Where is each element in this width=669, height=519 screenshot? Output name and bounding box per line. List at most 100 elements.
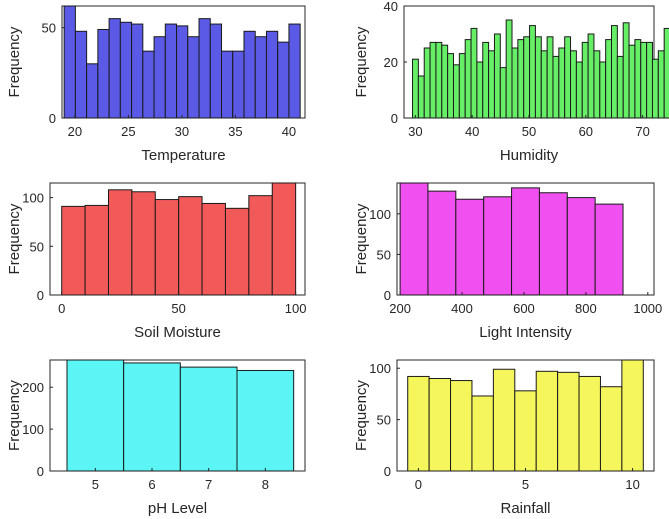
y-tick-label: 20 — [384, 55, 398, 70]
y-axis-label: Frequency — [6, 380, 23, 451]
histogram-panel-1: 30 40 50 60 70 0 20 40 Humidity Frequency — [353, 0, 669, 164]
x-tick-label: 5 — [92, 477, 99, 492]
histogram-bar — [493, 33, 501, 119]
x-axis-label: Temperature — [141, 147, 225, 164]
histogram-bar — [464, 39, 472, 119]
y-tick-label: 0 — [37, 288, 44, 303]
histogram-bar — [593, 50, 601, 119]
histogram-bar — [611, 25, 618, 119]
histogram-bar — [450, 380, 473, 472]
histogram-bar — [640, 41, 648, 119]
x-tick-label: 5 — [522, 477, 529, 492]
histogram-bar — [97, 28, 110, 119]
x-tick-label: 50 — [171, 301, 185, 316]
y-tick-label: 0 — [384, 288, 391, 303]
histogram-bar — [198, 18, 211, 119]
histogram-bar — [248, 195, 273, 296]
histogram-bar — [288, 23, 301, 119]
histogram-bar — [243, 30, 256, 119]
x-tick-label: 400 — [451, 301, 473, 316]
y-axis-label: Frequency — [6, 26, 23, 97]
histogram-bar — [616, 55, 624, 119]
histogram-bar — [435, 41, 443, 119]
histogram-bar — [535, 370, 559, 472]
x-tick-label: 50 — [522, 124, 536, 139]
histogram-bar — [511, 47, 519, 119]
y-tick-label: 50 — [377, 247, 391, 262]
x-tick-label: 20 — [68, 124, 82, 139]
histogram-bar — [570, 50, 577, 119]
histogram-bar — [546, 36, 554, 119]
histogram-bar — [651, 58, 659, 119]
histogram-bar — [187, 36, 200, 119]
y-axis-label: Frequency — [6, 203, 23, 274]
histogram-bar — [63, 5, 76, 119]
x-tick-label: 40 — [465, 124, 479, 139]
y-tick-label: 0 — [391, 111, 398, 126]
histogram-bar — [488, 50, 495, 119]
histogram-bar — [657, 50, 665, 119]
histogram-bar — [538, 192, 568, 296]
histogram-bar — [605, 39, 612, 119]
histogram-bar — [164, 23, 178, 119]
histogram-bar — [131, 23, 144, 119]
histogram-bar — [557, 371, 580, 472]
x-tick-label: 0 — [415, 477, 422, 492]
x-tick-label: 7 — [205, 477, 212, 492]
y-axis-label: Frequency — [353, 380, 370, 451]
histogram-bar — [417, 75, 425, 119]
histogram-bar — [131, 191, 156, 296]
histogram-bar — [552, 55, 560, 119]
histogram-bar — [428, 378, 452, 472]
histogram-bar — [176, 25, 189, 119]
histogram-bar — [499, 67, 507, 119]
histogram-bar — [427, 190, 457, 296]
x-tick-label: 25 — [121, 124, 135, 139]
histogram-bar — [505, 19, 513, 119]
y-tick-label: 100 — [369, 361, 391, 376]
histogram-bar — [458, 53, 466, 119]
histogram-bar — [514, 390, 537, 472]
x-tick-label: 10 — [625, 477, 639, 492]
histogram-panel-3: 200 400 600 800 1000 0 50 100 Light Intensity Fre… — [353, 182, 662, 341]
histogram-bar — [142, 50, 155, 119]
y-tick-label: 50 — [30, 239, 44, 254]
x-axis-label: pH Level — [148, 500, 207, 517]
histogram-bar — [540, 50, 548, 119]
histogram-bar — [447, 53, 454, 119]
histogram-bar — [399, 182, 429, 296]
histogram-bar — [84, 204, 109, 296]
histogram-bar — [423, 47, 431, 119]
histogram-bar — [483, 196, 513, 296]
histogram-bar — [564, 36, 572, 119]
histogram-bar — [179, 366, 238, 472]
histogram-bar — [628, 44, 636, 119]
histogram-bar — [123, 362, 181, 472]
histogram-bar — [236, 369, 295, 472]
y-tick-label: 0 — [49, 111, 56, 126]
histogram-bar — [471, 395, 494, 472]
histogram-bar — [517, 39, 525, 119]
histogram-bar — [599, 61, 607, 119]
histogram-bar — [476, 61, 484, 119]
x-tick-label: 30 — [408, 124, 422, 139]
histogram-bar — [492, 368, 516, 472]
histogram-bar — [74, 30, 88, 119]
y-tick-label: 50 — [42, 21, 56, 36]
histogram-bar — [663, 27, 669, 119]
y-axis-label: Frequency — [353, 203, 370, 274]
histogram-bar — [621, 359, 644, 472]
histogram-bar — [178, 196, 203, 296]
histogram-bar — [581, 41, 589, 119]
histogram-bar — [265, 30, 279, 119]
histogram-bar — [441, 44, 449, 119]
histogram-bar — [575, 61, 583, 119]
y-tick-label: 0 — [37, 464, 44, 479]
x-tick-label: 6 — [148, 477, 155, 492]
histogram-bar — [470, 27, 478, 119]
histogram-bar — [201, 202, 226, 296]
histogram-bar — [482, 41, 490, 119]
histogram-bar — [61, 205, 86, 296]
